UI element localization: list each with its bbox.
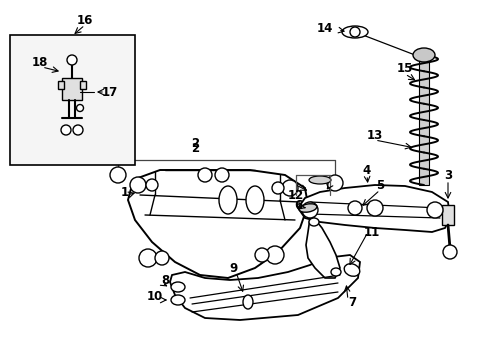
Circle shape (61, 125, 71, 135)
Circle shape (198, 168, 212, 182)
Text: 16: 16 (77, 14, 93, 27)
Circle shape (139, 249, 157, 267)
Text: 2: 2 (190, 141, 199, 154)
Ellipse shape (243, 295, 252, 309)
Circle shape (442, 245, 456, 259)
Circle shape (349, 27, 359, 37)
Ellipse shape (219, 186, 237, 214)
Text: 9: 9 (229, 261, 238, 274)
Circle shape (76, 104, 83, 112)
Text: 17: 17 (102, 86, 118, 99)
Circle shape (254, 248, 268, 262)
Polygon shape (170, 255, 359, 320)
Text: 11: 11 (363, 225, 379, 239)
Ellipse shape (299, 204, 316, 212)
Ellipse shape (171, 295, 184, 305)
Circle shape (73, 125, 83, 135)
Bar (62, 78, 82, 100)
Bar (418, 55, 428, 185)
Text: 12: 12 (287, 189, 304, 202)
Ellipse shape (171, 282, 184, 292)
Circle shape (215, 168, 228, 182)
Circle shape (282, 180, 297, 196)
Bar (10, 35, 135, 165)
Ellipse shape (330, 268, 340, 276)
Circle shape (67, 55, 77, 65)
Text: 14: 14 (316, 22, 332, 35)
Circle shape (155, 251, 169, 265)
Polygon shape (297, 185, 449, 232)
Ellipse shape (341, 26, 367, 38)
Circle shape (326, 175, 342, 191)
Circle shape (302, 202, 317, 218)
Ellipse shape (308, 218, 318, 226)
Circle shape (347, 201, 361, 215)
Text: 15: 15 (396, 62, 412, 75)
Bar (441, 205, 453, 225)
Polygon shape (305, 218, 339, 278)
Text: 8: 8 (161, 274, 169, 287)
Text: 18: 18 (32, 55, 48, 68)
Circle shape (110, 167, 126, 183)
Ellipse shape (245, 186, 264, 214)
Text: 10: 10 (146, 289, 163, 302)
Ellipse shape (308, 176, 330, 184)
Circle shape (146, 179, 158, 191)
Ellipse shape (344, 264, 359, 276)
Text: 4: 4 (362, 163, 370, 176)
Text: 2: 2 (190, 136, 199, 149)
Circle shape (366, 200, 382, 216)
Circle shape (130, 177, 146, 193)
Circle shape (265, 246, 284, 264)
Text: 1: 1 (121, 185, 129, 198)
Text: 7: 7 (347, 296, 355, 309)
Bar (58, 81, 64, 89)
Text: 6: 6 (293, 198, 302, 212)
Circle shape (271, 182, 284, 194)
Ellipse shape (412, 48, 434, 62)
Text: 3: 3 (443, 168, 451, 181)
Text: 13: 13 (366, 129, 382, 141)
Bar (80, 81, 86, 89)
Circle shape (426, 202, 442, 218)
Polygon shape (128, 170, 307, 278)
Text: 5: 5 (375, 179, 384, 192)
